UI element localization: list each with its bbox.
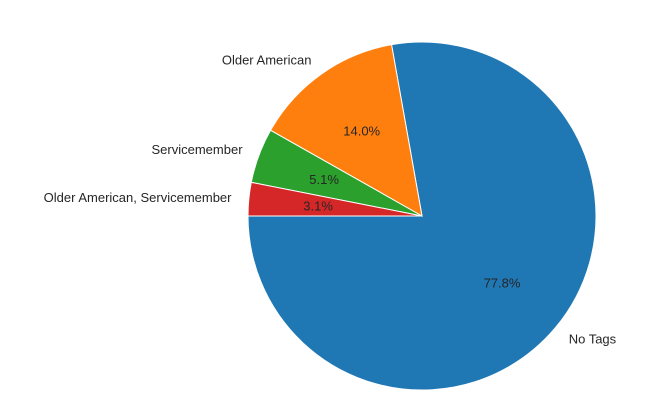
slice-label-older-american-servicemember: Older American, Servicemember (44, 190, 233, 205)
pie-slice-older-american-servicemember (247, 181, 423, 217)
slice-label-servicemember: Servicemember (152, 142, 244, 157)
pct-label-older-american: 14.0% (343, 123, 380, 138)
slice-label-no-tags: No Tags (569, 331, 617, 346)
pct-label-no-tags: 77.8% (484, 276, 521, 291)
slice-label-older-american: Older American (222, 52, 312, 67)
pct-label-older-american-servicemember: 3.1% (303, 198, 333, 213)
pie-slice-older-american (269, 44, 423, 217)
pct-label-servicemember: 5.1% (309, 172, 339, 187)
